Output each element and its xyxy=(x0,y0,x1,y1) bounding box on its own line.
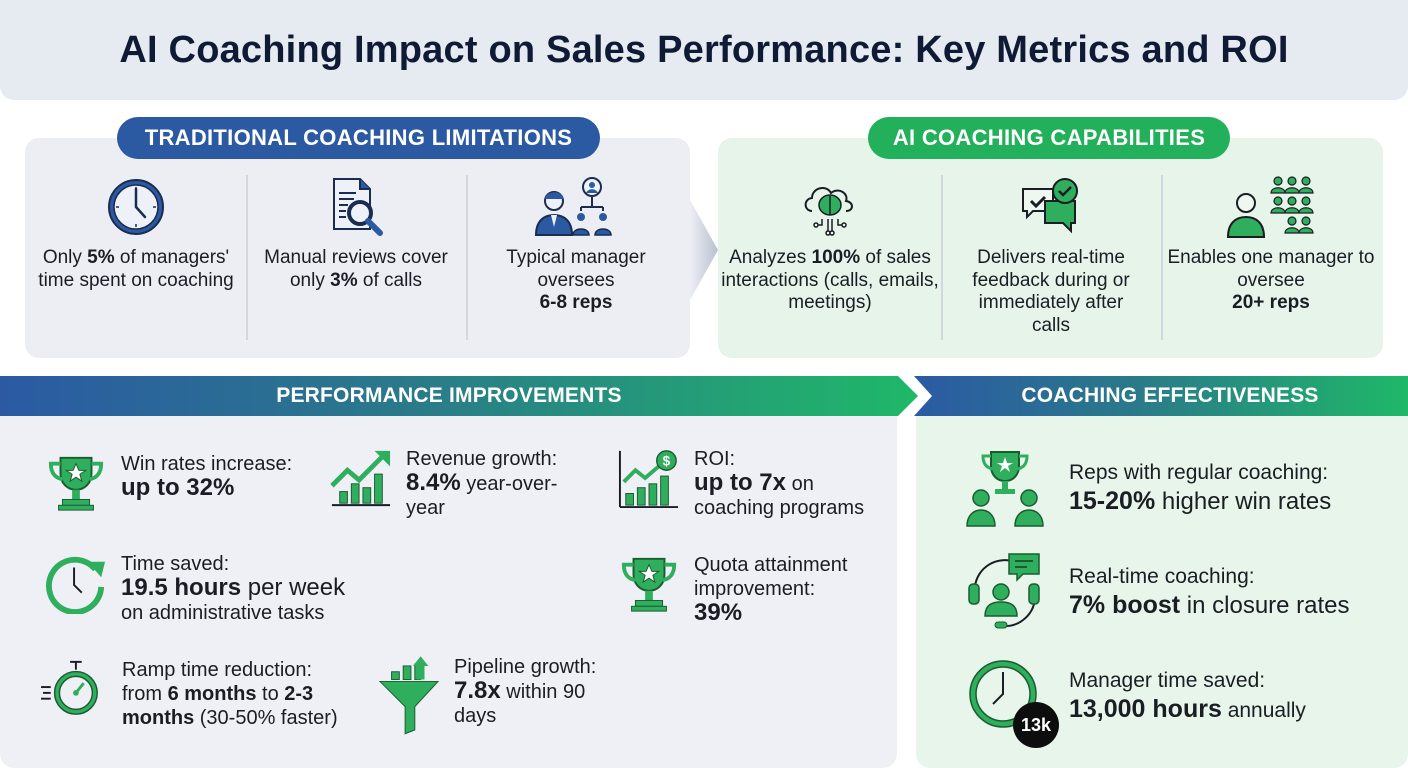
divider xyxy=(941,175,943,340)
traditional-heading: TRADITIONAL COACHING LIMITATIONS xyxy=(117,117,600,159)
ai-item-text: Analyzes 100% of sales interactions (cal… xyxy=(721,247,939,313)
traditional-item-text: Manual reviews cover only 3% of calls xyxy=(264,247,448,291)
chevron-right-icon xyxy=(690,200,718,300)
title-bar: AI Coaching Impact on Sales Performance:… xyxy=(0,0,1408,100)
page-title: AI Coaching Impact on Sales Performance:… xyxy=(119,28,1289,71)
stopwatch-icon xyxy=(41,660,98,715)
roi-chart-icon: $ xyxy=(618,450,679,509)
metric-text: Revenue growth: 8.4% year-over-year xyxy=(406,448,558,519)
metric-text: Win rates increase: up to 32% xyxy=(121,453,293,501)
effectiveness-heading: COACHING EFFECTIVENESS xyxy=(914,376,1408,416)
document-search-icon xyxy=(333,178,383,236)
funnel-growth-icon xyxy=(378,656,440,735)
headset-coach-icon xyxy=(968,553,1040,629)
traditional-limitations-panel xyxy=(25,138,690,358)
metric-revenue-growth: Revenue growth: 8.4% year-over-year xyxy=(330,447,586,520)
trophy-team-icon xyxy=(966,451,1044,527)
trophy-icon xyxy=(621,557,677,612)
manager-hierarchy-icon xyxy=(534,177,612,236)
ai-brain-cloud-icon xyxy=(804,186,853,236)
trophy-icon xyxy=(48,456,104,511)
metric-text: Ramp time reduction: from 6 months to 2-… xyxy=(122,659,338,729)
traditional-item: Manual reviews cover only 3% of calls xyxy=(246,175,466,340)
traditional-item-text: Typical manager oversees 6-8 reps xyxy=(506,247,646,313)
divider xyxy=(466,175,468,340)
time-saved-icon xyxy=(46,556,106,614)
revenue-chart-icon xyxy=(330,450,391,507)
metric-text: Pipeline growth: 7.8x within 90 days xyxy=(454,656,597,727)
metric-text: Time saved: 19.5 hours per week on admin… xyxy=(121,553,346,624)
traditional-item: Only 5% of managers' time spent on coach… xyxy=(26,175,246,340)
divider xyxy=(1161,175,1163,340)
effectiveness-item-win-rates: Reps with regular coaching: 15-20% highe… xyxy=(965,448,1331,528)
divider xyxy=(246,175,248,340)
ai-item: Analyzes 100% of sales interactions (cal… xyxy=(720,175,940,340)
metric-pipeline-growth: Pipeline growth: 7.8x within 90 days xyxy=(378,655,624,735)
chat-check-icon xyxy=(1022,178,1078,234)
ai-heading: AI COACHING CAPABILITIES xyxy=(868,117,1230,159)
manager-team-icon xyxy=(1226,176,1314,238)
13k-badge: 13k xyxy=(1013,702,1059,748)
ai-item: Enables one manager to oversee 20+ reps xyxy=(1161,175,1381,340)
effectiveness-text: Real-time coaching: 7% boost in closure … xyxy=(1069,565,1350,619)
metric-text: ROI: up to 7x on coaching programs xyxy=(694,448,865,519)
metric-quota-attainment: Quota attainment improvement: 39% xyxy=(618,553,874,626)
performance-heading: PERFORMANCE IMPROVEMENTS xyxy=(0,376,918,416)
ai-item-text: Delivers real-time feedback during or im… xyxy=(972,247,1130,336)
clock-13k-icon: 13k xyxy=(965,656,1059,748)
metric-text: Quota attainment improvement: 39% xyxy=(694,554,848,626)
metric-time-saved: Time saved: 19.5 hours per week on admin… xyxy=(45,552,345,625)
metric-roi: $ ROI: up to 7x on coaching programs xyxy=(618,447,894,520)
metric-ramp-time: Ramp time reduction: from 6 months to 2-… xyxy=(38,658,372,730)
effectiveness-text: Manager time saved: 13,000 hours annuall… xyxy=(1069,669,1306,723)
traditional-item: Typical manager oversees 6-8 reps xyxy=(466,175,686,340)
performance-panel xyxy=(0,416,897,768)
ai-capabilities-panel xyxy=(718,138,1383,358)
svg-text:$: $ xyxy=(663,453,671,468)
ai-item: Delivers real-time feedback during or im… xyxy=(941,175,1161,340)
clock-icon xyxy=(108,179,164,235)
effectiveness-text: Reps with regular coaching: 15-20% highe… xyxy=(1069,461,1332,515)
ai-item-text: Enables one manager to oversee 20+ reps xyxy=(1167,247,1375,313)
effectiveness-item-manager-time: 13k Manager time saved: 13,000 hours ann… xyxy=(965,656,1306,748)
traditional-item-text: Only 5% of managers' time spent on coach… xyxy=(38,247,234,291)
metric-win-rates: Win rates increase: up to 32% xyxy=(45,452,292,514)
effectiveness-item-real-time: Real-time coaching: 7% boost in closure … xyxy=(965,552,1350,632)
